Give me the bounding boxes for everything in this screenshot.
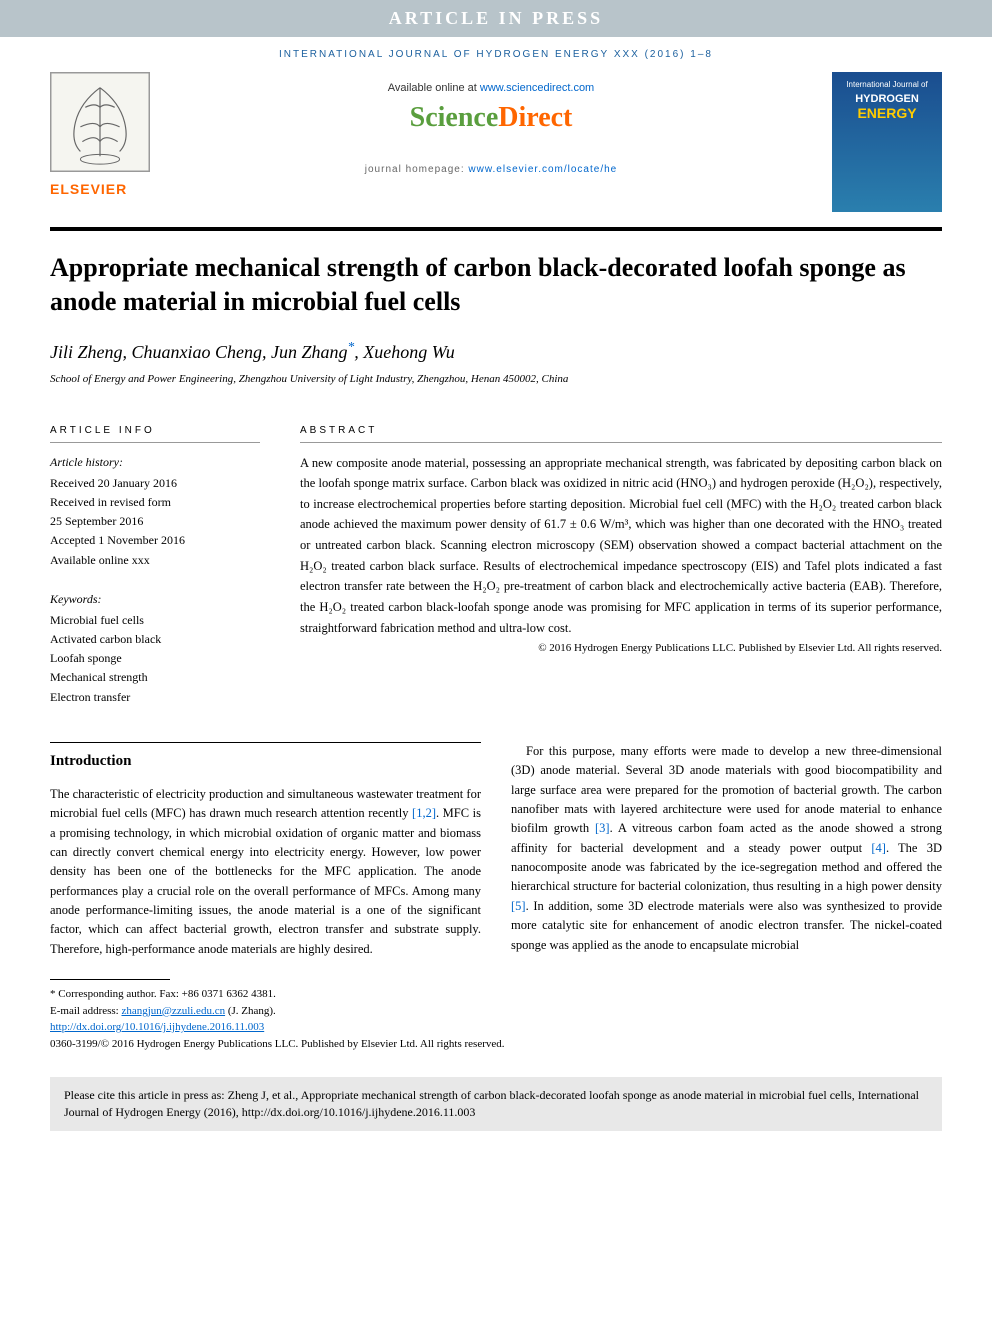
header-section: ELSEVIER Available online at www.science… (0, 72, 992, 227)
abstract-heading: ABSTRACT (300, 425, 942, 443)
info-abstract-section: ARTICLE INFO Article history: Received 2… (0, 400, 992, 732)
abstract-copyright: © 2016 Hydrogen Energy Publications LLC.… (300, 642, 942, 654)
corresponding-author-note: * Corresponding author. Fax: +86 0371 63… (50, 986, 942, 1003)
sciencedirect-logo: ScienceDirect (170, 102, 812, 134)
ref-link-1-2[interactable]: [1,2] (412, 806, 436, 820)
article-info-column: ARTICLE INFO Article history: Received 2… (50, 425, 260, 707)
ref-link-5[interactable]: [5] (511, 899, 526, 913)
abstract-text: A new composite anode material, possessi… (300, 453, 942, 639)
authors-list: Jili Zheng, Chuanxiao Cheng, Jun Zhang*,… (50, 339, 942, 363)
ref-link-4[interactable]: [4] (871, 841, 886, 855)
doi-link[interactable]: http://dx.doi.org/10.1016/j.ijhydene.201… (50, 1021, 264, 1033)
email-line: E-mail address: zhangjun@zzuli.edu.cn (J… (50, 1003, 942, 1020)
affiliation: School of Energy and Power Engineering, … (50, 373, 942, 385)
article-history: Article history: Received 20 January 201… (50, 453, 260, 570)
article-info-heading: ARTICLE INFO (50, 425, 260, 443)
article-in-press-banner: ARTICLE IN PRESS (0, 0, 992, 37)
journal-reference: INTERNATIONAL JOURNAL OF HYDROGEN ENERGY… (0, 37, 992, 72)
abstract-column: ABSTRACT A new composite anode material,… (300, 425, 942, 707)
intro-divider (50, 742, 481, 743)
article-body: Introduction The characteristic of elect… (0, 732, 992, 979)
footnote-divider (50, 979, 170, 980)
email-link[interactable]: zhangjun@zzuli.edu.cn (121, 1005, 225, 1017)
journal-homepage-link[interactable]: www.elsevier.com/locate/he (468, 164, 617, 175)
elsevier-logo-block: ELSEVIER (50, 72, 150, 197)
footnotes-block: * Corresponding author. Fax: +86 0371 63… (0, 979, 992, 1067)
center-header: Available online at www.sciencedirect.co… (170, 72, 812, 175)
article-title: Appropriate mechanical strength of carbo… (50, 251, 942, 319)
ref-link-3[interactable]: [3] (595, 821, 610, 835)
cover-title-line1: HYDROGEN (840, 93, 934, 105)
journal-cover-thumbnail: International Journal of HYDROGEN ENERGY (832, 72, 942, 212)
citation-box: Please cite this article in press as: Zh… (50, 1077, 942, 1131)
elsevier-tree-icon (50, 72, 150, 172)
intro-para-1: The characteristic of electricity produc… (50, 785, 481, 959)
introduction-heading: Introduction (50, 753, 481, 770)
cover-title-line2: ENERGY (840, 105, 934, 121)
keywords-block: Keywords: Microbial fuel cells Activated… (50, 590, 260, 707)
available-online-text: Available online at www.sciencedirect.co… (170, 82, 812, 94)
issn-copyright: 0360-3199/© 2016 Hydrogen Energy Publica… (50, 1036, 942, 1053)
journal-homepage-text: journal homepage: www.elsevier.com/locat… (170, 164, 812, 175)
cover-top-text: International Journal of (840, 80, 934, 89)
intro-para-2: For this purpose, many efforts were made… (511, 742, 942, 955)
elsevier-label: ELSEVIER (50, 181, 150, 197)
title-block: Appropriate mechanical strength of carbo… (0, 231, 992, 400)
sciencedirect-link[interactable]: www.sciencedirect.com (480, 82, 594, 94)
